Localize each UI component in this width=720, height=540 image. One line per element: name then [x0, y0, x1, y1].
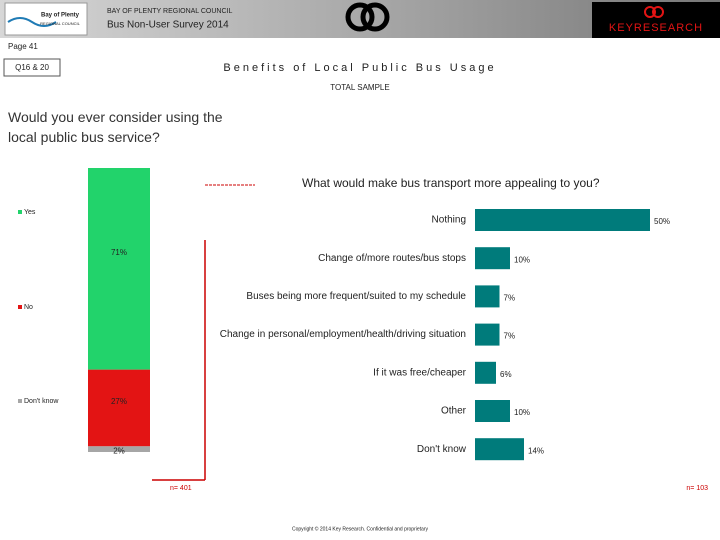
category-label: Change of/more routes/bus stops	[318, 253, 466, 264]
value-label: 10%	[514, 408, 530, 417]
value-label: 7%	[504, 294, 516, 303]
page-number: Page 41	[8, 42, 38, 51]
chart-title: What would make bus transport more appea…	[302, 176, 600, 190]
value-label: 27%	[111, 397, 127, 406]
category-label: Nothing	[432, 215, 466, 226]
category-label: If it was free/cheaper	[373, 367, 466, 378]
bar	[475, 247, 510, 270]
sample-size: n= 103	[686, 485, 708, 492]
bar	[475, 209, 650, 231]
category-label: Buses being more frequent/suited to my s…	[246, 291, 466, 302]
survey-name: Bus Non-User Survey 2014	[107, 20, 229, 31]
legend-label: Don't know	[24, 398, 59, 405]
value-label: 14%	[528, 446, 544, 455]
question-ref: Q16 & 20	[15, 63, 49, 72]
brand-icon	[652, 6, 664, 18]
category-label: Don't know	[417, 444, 467, 455]
bar	[475, 285, 500, 308]
value-label: 2%	[113, 446, 125, 455]
copyright: Copyright © 2014 Key Research. Confident…	[292, 525, 428, 532]
value-label: 7%	[504, 332, 516, 341]
category-label: Change in personal/employment/health/dri…	[220, 329, 466, 340]
organisation: BAY OF PLENTY REGIONAL COUNCIL	[107, 8, 232, 15]
bar-segment	[88, 168, 150, 370]
question-ref-box	[3, 58, 61, 77]
bar	[475, 361, 496, 384]
logo-wave	[7, 17, 57, 27]
bar	[475, 438, 524, 461]
bar-segment	[88, 369, 150, 447]
bar-segment	[88, 446, 150, 452]
logo-ring	[360, 2, 390, 32]
question: Would you ever consider using the local …	[8, 109, 223, 145]
sample-size: n= 401	[170, 485, 192, 492]
category-label: Other	[441, 406, 467, 417]
legend-label: Yes	[24, 209, 36, 216]
legend-label: No	[24, 304, 33, 311]
value-label: 10%	[514, 255, 530, 264]
value-label: 6%	[500, 370, 512, 379]
bar	[475, 400, 510, 422]
subtitle: TOTAL SAMPLE	[330, 83, 389, 92]
legend-swatch	[18, 305, 22, 309]
brand-icon	[644, 6, 656, 18]
bar	[475, 323, 500, 346]
logo-ring	[345, 2, 375, 32]
value-label: 50%	[654, 217, 670, 226]
council-logo-sub: REGIONAL COUNCIL	[40, 21, 80, 26]
council-logo-name: Bay of Plenty	[41, 13, 80, 19]
legend-swatch	[18, 399, 22, 403]
legend-swatch	[18, 210, 22, 214]
brand: KEYRESEARCH	[609, 22, 703, 34]
value-label: 71%	[111, 248, 127, 257]
page-title: Benefits of Local Public Bus Usage	[223, 62, 496, 74]
